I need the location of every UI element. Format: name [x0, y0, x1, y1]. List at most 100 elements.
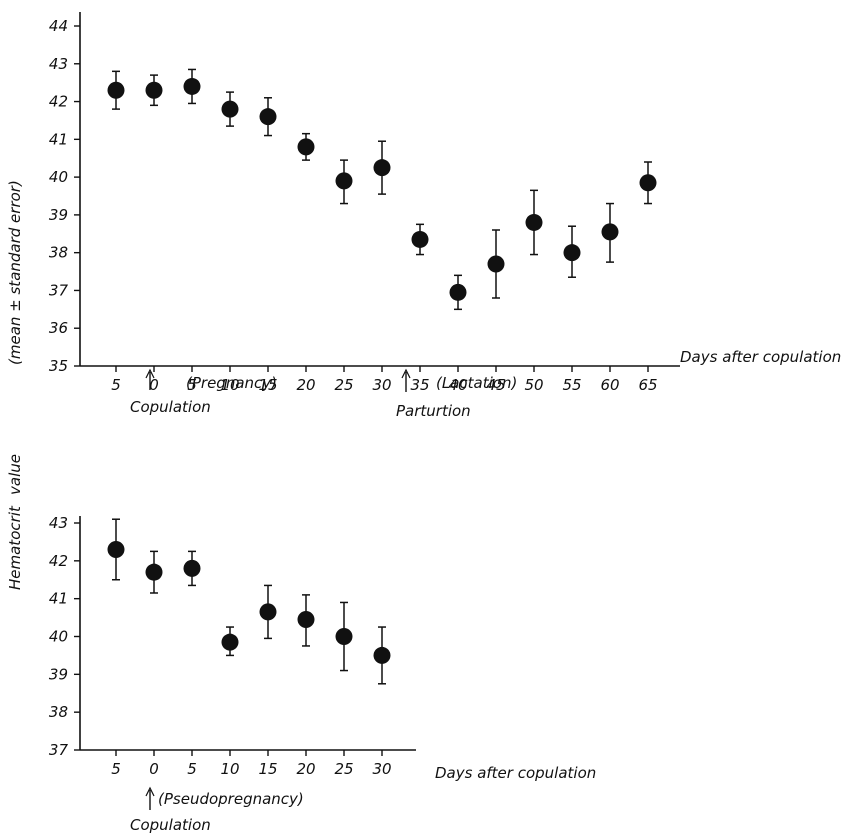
data-point	[335, 159, 353, 205]
y-axis-label-line3: (mean ± standard error)	[6, 180, 24, 365]
x-tick-label: 20	[296, 376, 315, 394]
y-tick-label: 37	[49, 281, 69, 299]
pseudopregnancy-label: (Pseudopregnancy)	[158, 790, 304, 808]
data-point	[525, 189, 543, 256]
data-point	[259, 584, 277, 640]
data-point	[221, 91, 239, 127]
x-tick-label: 65	[638, 376, 657, 394]
x-tick-label: 35	[410, 376, 429, 394]
mean-marker	[259, 603, 277, 621]
data-point	[297, 594, 315, 647]
mean-marker	[221, 633, 239, 651]
y-tick-label: 41	[49, 590, 68, 608]
x-tick-label: 45	[486, 376, 505, 394]
x-tick-label: 25	[334, 376, 353, 394]
mean-marker	[297, 610, 315, 628]
pseudopregnancy-panel-x-ticks: 5 0 5 10 15 20 25 30	[111, 750, 392, 778]
data-point	[259, 97, 277, 137]
mean-marker	[183, 559, 201, 577]
y-tick-label: 41	[49, 130, 68, 148]
y-tick-label: 42	[49, 93, 68, 111]
x-tick-label: 40	[448, 376, 467, 394]
mean-marker	[221, 100, 239, 118]
data-point	[297, 132, 315, 161]
x-tick-label: 30	[372, 760, 391, 778]
pseudopregnancy-panel: 37 38 39 40 41 42 43 5 0 5 10 15 20 25 30 Days after …	[49, 514, 596, 834]
copulation-arrow-head	[145, 368, 155, 379]
mean-marker	[487, 255, 505, 273]
pseudo-copulation-arrow-head	[145, 786, 155, 797]
pseudo-copulation-annotation: Copulation	[130, 786, 211, 834]
mean-marker	[373, 159, 391, 177]
x-tick-label: 20	[296, 760, 315, 778]
data-point	[373, 626, 391, 685]
mean-marker	[259, 108, 277, 126]
x-tick-label: 0	[149, 376, 159, 394]
x-tick-label: 5	[187, 760, 197, 778]
pregnancy-panel-axes	[79, 12, 680, 367]
pseudopregnancy-panel-y-ticks: 37 38 39 40 41 42 43	[49, 514, 80, 759]
y-tick-label: 43	[49, 514, 68, 532]
mean-marker	[335, 628, 353, 645]
mean-marker	[145, 563, 163, 581]
y-tick-label: 38	[49, 703, 68, 721]
x-tick-label: 30	[372, 376, 391, 394]
mean-marker	[639, 174, 657, 192]
y-tick-label: 39	[49, 665, 68, 683]
data-point	[563, 225, 581, 278]
x-tick-label: 55	[562, 376, 581, 394]
data-point	[107, 70, 125, 110]
x-tick-label: 5	[187, 376, 197, 394]
mean-marker	[563, 244, 581, 262]
parturition-annotation: Parturtion	[396, 368, 471, 420]
data-point	[145, 550, 163, 594]
pregnancy-label: (Pregnancy)	[186, 374, 277, 392]
x-tick-label: 10	[220, 376, 239, 394]
x-tick-label: 0	[149, 760, 159, 778]
parturition-label: Parturtion	[396, 402, 471, 420]
y-tick-label: 37	[49, 741, 69, 759]
mean-marker	[107, 540, 125, 558]
mean-marker	[525, 213, 543, 231]
y-tick-label: 42	[49, 552, 68, 570]
data-point	[601, 202, 619, 263]
pregnancy-panel-x-ticks: 5 0 5 10 15 20 25 30 35 40 45 50 55 60 65	[111, 366, 658, 394]
y-tick-label: 36	[49, 319, 68, 337]
y-axis-label: Hematocrit value (mean ± standard error)	[6, 180, 24, 590]
x-tick-label: 5	[111, 376, 121, 394]
copulation-annotation: Copulation	[130, 368, 211, 416]
pregnancy-panel-points	[107, 68, 657, 311]
mean-marker	[297, 138, 315, 156]
pregnancy-panel-y-ticks: 35 36 37 38 39 40 41 42 43 44	[49, 17, 80, 375]
x-tick-label: 25	[334, 760, 353, 778]
mean-marker	[411, 230, 429, 248]
data-point	[639, 161, 657, 205]
data-point	[107, 518, 125, 581]
y-tick-label: 38	[49, 244, 68, 262]
data-point	[411, 223, 429, 256]
y-tick-label: 44	[49, 17, 68, 35]
data-point	[183, 550, 201, 587]
parturition-arrow-head	[401, 368, 411, 379]
data-point	[373, 140, 391, 195]
pseudopregnancy-panel-x-label: Days after copulation	[435, 764, 596, 782]
x-tick-label: 60	[600, 376, 619, 394]
x-tick-label: 10	[220, 760, 239, 778]
y-tick-label: 43	[49, 55, 68, 73]
mean-marker	[107, 81, 125, 99]
y-axis-label-line1: Hematocrit	[6, 505, 24, 590]
mean-marker	[145, 81, 163, 99]
x-tick-label: 5	[111, 760, 121, 778]
pseudopregnancy-panel-axes	[79, 516, 416, 751]
y-tick-label: 40	[49, 168, 68, 186]
lactation-label: (Lactation)	[436, 374, 517, 392]
y-axis-label-line2: value	[6, 454, 24, 495]
data-point	[335, 601, 353, 672]
y-tick-label: 39	[49, 206, 68, 224]
data-point	[183, 68, 201, 105]
data-point	[221, 626, 239, 657]
x-tick-label: 15	[258, 760, 277, 778]
pregnancy-panel-x-label: Days after copulation	[680, 348, 841, 366]
